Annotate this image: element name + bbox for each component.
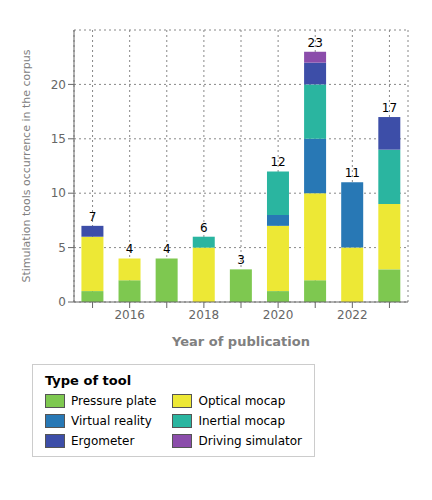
html-text:Pressure plate: Pressure plate — [71, 394, 157, 408]
svg-text:2020: 2020 — [263, 308, 294, 322]
svg-text:2016: 2016 — [114, 308, 145, 322]
html-text:Type of tool: Type of tool — [45, 373, 132, 388]
svg-text:2018: 2018 — [189, 308, 220, 322]
svg-text:Year of publication: Year of publication — [171, 334, 310, 349]
svg-text:Stimulation tools occurrence i: Stimulation tools occurrence in the corp… — [20, 49, 33, 282]
svg-text:11: 11 — [345, 166, 360, 180]
svg-text:17: 17 — [382, 101, 397, 115]
html-text:Ergometer: Ergometer — [71, 434, 135, 448]
svg-text:6: 6 — [200, 221, 208, 235]
svg-text:4: 4 — [126, 242, 134, 256]
svg-text:0: 0 — [58, 295, 66, 309]
svg-text:7: 7 — [89, 210, 97, 224]
svg-text:15: 15 — [51, 132, 66, 146]
html-text:Driving simulator: Driving simulator — [198, 434, 302, 448]
html-text:Optical mocap: Optical mocap — [198, 394, 286, 408]
svg-text:23: 23 — [308, 36, 323, 50]
svg-text:5: 5 — [58, 241, 66, 255]
html-text:Inertial mocap: Inertial mocap — [198, 414, 286, 428]
svg-text:20: 20 — [51, 78, 66, 92]
svg-text:3: 3 — [237, 253, 245, 267]
html-text:Virtual reality: Virtual reality — [71, 414, 152, 428]
svg-text:2022: 2022 — [337, 308, 368, 322]
svg-text:12: 12 — [270, 155, 285, 169]
svg-text:4: 4 — [163, 242, 171, 256]
svg-text:10: 10 — [51, 186, 66, 200]
